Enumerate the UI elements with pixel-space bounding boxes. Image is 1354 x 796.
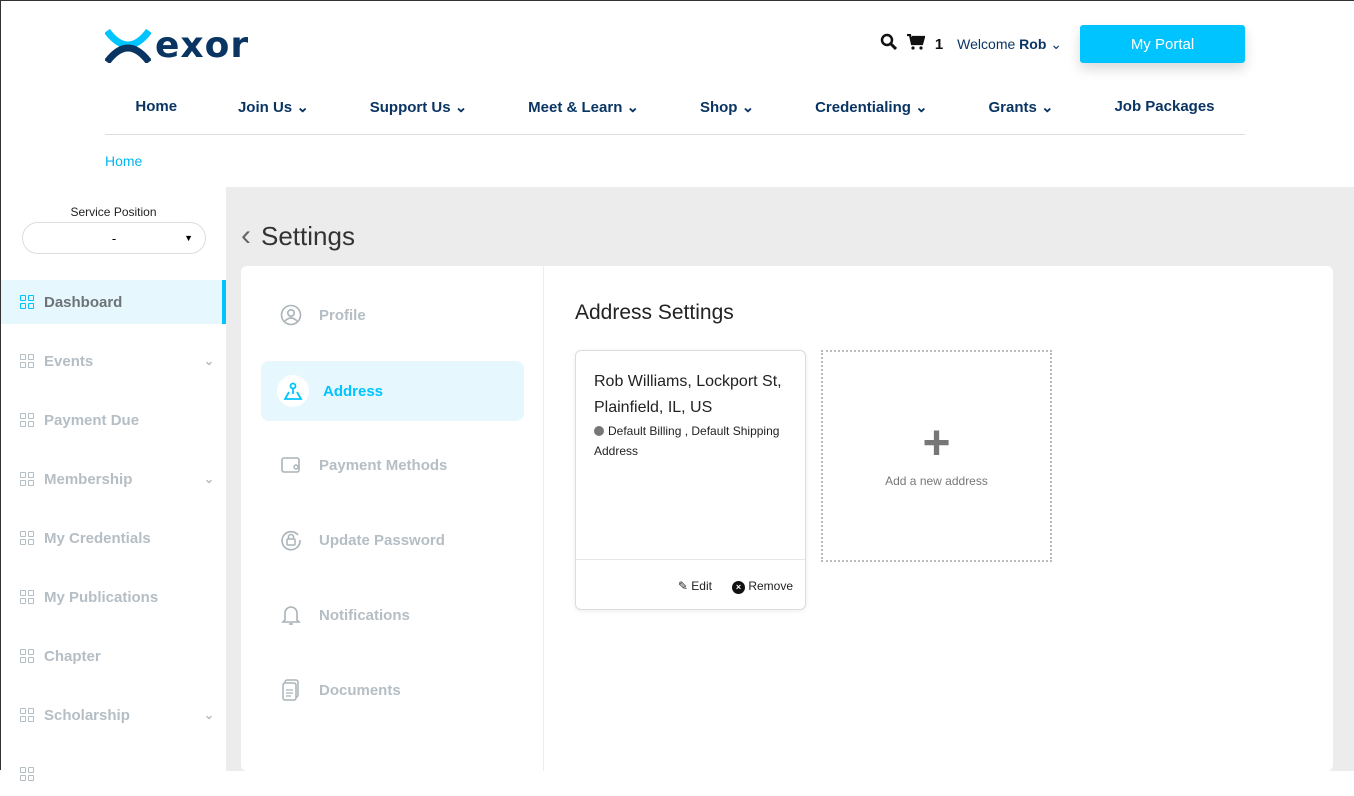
chevron-down-icon: ⌄ (741, 98, 755, 116)
default-address-badge: Default Billing , Default Shipping Addre… (594, 424, 780, 458)
chevron-down-icon: ⌄ (203, 472, 214, 486)
sidebar-item-partial[interactable] (1, 752, 226, 796)
grid-icon (20, 590, 34, 604)
sidebar-item-chapter[interactable]: Chapter (1, 634, 226, 678)
add-new-address-button[interactable]: + Add a new address (821, 350, 1052, 562)
grid-icon (20, 767, 34, 781)
sidebar-item-scholarship[interactable]: Scholarship ⌄ (1, 693, 226, 737)
grid-icon (20, 649, 34, 663)
address-settings-title: Address Settings (575, 301, 734, 324)
remove-button[interactable]: × Remove (731, 579, 793, 594)
settings-nav-notifications[interactable]: Notifications (261, 585, 524, 645)
grid-icon (20, 708, 34, 722)
divider (576, 559, 805, 560)
chevron-down-icon: ⌄ (915, 98, 928, 116)
grid-icon (20, 472, 34, 486)
chevron-down-icon: ⌄ (296, 98, 309, 116)
settings-nav: Profile Address Payment Methods Update P… (241, 266, 544, 771)
close-circle-icon: × (731, 581, 745, 594)
user-menu[interactable]: Welcome Rob ⌄ (957, 36, 1062, 53)
sidebar-item-dashboard[interactable]: Dashboard (1, 280, 226, 324)
nav-job-packages[interactable]: Job Packages (1114, 98, 1215, 115)
settings-nav-address[interactable]: Address (261, 361, 524, 421)
grid-icon (20, 295, 34, 309)
header: exor 1 Welcome Rob ⌄ My Portal Home Join… (1, 1, 1354, 187)
settings-nav-documents[interactable]: Documents (261, 660, 524, 720)
exor-logo[interactable]: exor (105, 25, 250, 66)
wallet-icon (277, 451, 305, 479)
settings-nav-update-password[interactable]: Update Password (261, 510, 524, 570)
sidebar-item-payment-due[interactable]: Payment Due (1, 398, 226, 442)
lock-refresh-icon (277, 526, 305, 554)
caret-down-icon: ▼ (184, 233, 193, 243)
grid-icon (20, 354, 34, 368)
breadcrumb-home[interactable]: Home (105, 153, 143, 169)
document-icon (277, 676, 305, 704)
nav-grants[interactable]: Grants ⌄ (988, 98, 1054, 116)
user-circle-icon (277, 301, 305, 329)
cart-icon[interactable] (906, 33, 926, 55)
address-card: Rob Williams, Lockport St, Plainfield, I… (575, 350, 806, 610)
back-chevron-icon[interactable]: ‹ (241, 219, 251, 252)
service-position-select[interactable]: - ▼ (22, 222, 206, 254)
page-title: ‹ Settings (241, 219, 355, 252)
welcome-text: Welcome (957, 35, 1016, 52)
sidebar-item-my-credentials[interactable]: My Credentials (1, 516, 226, 560)
sidebar-item-my-publications[interactable]: My Publications (1, 575, 226, 619)
nav-meet-learn[interactable]: Meet & Learn ⌄ (528, 98, 640, 116)
sidebar: Service Position - ▼ Dashboard Events ⌄ Pa… (1, 187, 226, 781)
chevron-down-icon: ⌄ (203, 708, 214, 722)
main-nav: Home Join Us ⌄ Support Us ⌄ Meet & Learn… (105, 89, 1245, 135)
grid-icon (20, 531, 34, 545)
plus-icon: + (922, 417, 951, 470)
nav-support-us[interactable]: Support Us ⌄ (369, 98, 468, 116)
edit-button[interactable]: ✎ Edit (677, 579, 712, 593)
location-pin-icon (277, 375, 309, 407)
user-name: Rob (1019, 35, 1047, 52)
settings-nav-profile[interactable]: Profile (261, 285, 524, 345)
cart-count: 1 (934, 35, 944, 53)
pencil-icon: ✎ (677, 579, 688, 593)
nav-shop[interactable]: Shop ⌄ (699, 98, 755, 116)
settings-panel: Profile Address Payment Methods Update P… (241, 266, 1333, 771)
check-circle-icon (594, 426, 604, 436)
nav-join-us[interactable]: Join Us ⌄ (237, 98, 309, 116)
grid-icon (20, 413, 34, 427)
chevron-down-icon: ⌄ (1050, 35, 1062, 52)
settings-nav-payment-methods[interactable]: Payment Methods (261, 435, 524, 495)
address-text: Rob Williams, Lockport St, Plainfield, I… (594, 373, 782, 416)
search-icon[interactable] (880, 33, 897, 55)
sidebar-item-events[interactable]: Events ⌄ (1, 339, 226, 383)
logo-text: exor (155, 25, 250, 66)
nav-credentialing[interactable]: Credentialing ⌄ (815, 98, 928, 116)
my-portal-button[interactable]: My Portal (1080, 25, 1245, 63)
bell-icon (277, 601, 305, 629)
logo-mark-icon (105, 29, 151, 63)
service-position-label: Service Position (70, 205, 157, 219)
chevron-down-icon: ⌄ (203, 354, 214, 368)
add-new-address-label: Add a new address (885, 474, 988, 488)
chevron-down-icon: ⌄ (626, 98, 640, 116)
sidebar-item-membership[interactable]: Membership ⌄ (1, 457, 226, 501)
chevron-down-icon: ⌄ (454, 98, 468, 116)
chevron-down-icon: ⌄ (1041, 98, 1054, 116)
nav-home[interactable]: Home (135, 98, 178, 115)
